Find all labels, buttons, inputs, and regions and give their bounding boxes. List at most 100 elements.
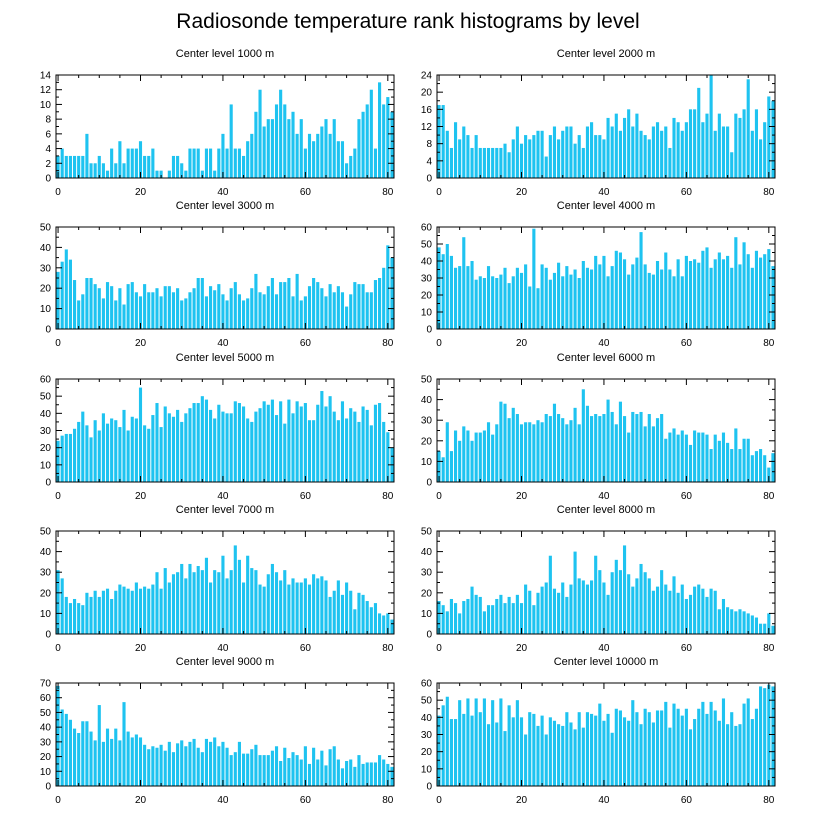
histogram-bar (491, 700, 495, 786)
histogram-bar (602, 139, 606, 179)
histogram-bar (89, 731, 93, 786)
histogram-bar (155, 572, 159, 634)
histogram-bar (651, 126, 655, 178)
histogram-bar (561, 130, 565, 178)
histogram-bar (225, 148, 229, 178)
histogram-bar (299, 119, 303, 178)
histogram-bar (64, 155, 68, 178)
histogram-bar (631, 586, 635, 634)
histogram-bar (602, 414, 606, 482)
histogram-bar (511, 276, 515, 329)
histogram-bar (361, 111, 365, 178)
histogram-bar (684, 598, 688, 634)
histogram-bar (462, 237, 466, 329)
histogram-bar (577, 278, 581, 329)
y-tick-label: 20 (40, 443, 52, 454)
histogram-bar (552, 403, 557, 482)
y-tick-label: 50 (40, 223, 52, 234)
histogram-bar (266, 286, 270, 329)
histogram-bar (64, 596, 68, 634)
x-tick-label: 40 (217, 338, 229, 349)
histogram-bar (258, 89, 262, 178)
histogram-bar (184, 746, 188, 786)
histogram-bar (101, 163, 105, 178)
histogram-bar (118, 740, 122, 786)
histogram-bar (81, 155, 85, 178)
histogram-bar (229, 288, 233, 329)
histogram-bar (105, 282, 110, 329)
histogram-bar (639, 411, 643, 482)
histogram-bar (110, 598, 114, 634)
y-tick-label: 24 (421, 71, 433, 82)
histogram-bar (445, 130, 449, 178)
histogram-bar (449, 598, 453, 634)
histogram-bar (478, 276, 482, 329)
histogram-bar (441, 457, 445, 482)
histogram-bar (340, 141, 345, 178)
y-tick-label: 0 (45, 478, 51, 489)
histogram-bar (122, 163, 126, 178)
histogram-bar (114, 728, 118, 786)
histogram-bar (345, 163, 349, 178)
histogram-bar (233, 752, 237, 786)
y-tick-label: 30 (40, 737, 52, 748)
histogram-bar (192, 288, 196, 329)
x-tick-label: 40 (217, 491, 229, 502)
histogram-bar (307, 133, 312, 178)
histogram-bar (622, 717, 627, 786)
y-tick-label: 6 (45, 129, 51, 140)
histogram-bar (369, 89, 373, 178)
histogram-bar (647, 272, 651, 329)
histogram-bar (134, 582, 138, 634)
histogram-bar (688, 594, 693, 634)
histogram-bar (361, 284, 365, 329)
histogram-bar (192, 572, 196, 634)
y-tick-label: 50 (40, 708, 52, 719)
histogram-bar (134, 734, 138, 786)
histogram-bar (552, 588, 557, 634)
histogram-bar (378, 278, 382, 329)
histogram-bar (746, 79, 750, 178)
histogram-bar (254, 570, 258, 634)
x-tick-label: 40 (217, 643, 229, 654)
histogram-bar (561, 725, 565, 786)
histogram-bar (655, 586, 660, 634)
histogram-bar (573, 269, 577, 329)
histogram-bar (746, 698, 750, 786)
histogram-bar (594, 135, 598, 178)
histogram-bar (283, 282, 287, 329)
histogram-bar (105, 170, 110, 178)
histogram-bar (697, 432, 701, 482)
histogram-bar (668, 147, 672, 178)
histogram-bar (594, 255, 598, 329)
histogram-bar (349, 408, 353, 482)
histogram-bar (254, 273, 258, 329)
histogram-bar (697, 262, 701, 329)
histogram-bar (209, 582, 213, 634)
histogram-bar (759, 139, 763, 179)
histogram-bar (105, 728, 110, 786)
histogram-bar (390, 257, 394, 329)
histogram-bar (60, 261, 64, 329)
histogram-bar (713, 590, 717, 634)
histogram-bar (557, 414, 561, 482)
histogram-bar (56, 271, 60, 329)
histogram-bar (229, 570, 233, 634)
histogram-bar (569, 722, 573, 786)
x-tick-label: 0 (55, 187, 61, 198)
histogram-bar (635, 712, 639, 786)
figure-title: Radiosonde temperature rank histograms b… (176, 10, 640, 33)
histogram-bar (262, 126, 266, 178)
histogram-bar (437, 601, 441, 634)
histogram-bar (705, 713, 709, 786)
histogram-bar (458, 613, 462, 634)
histogram-bar (110, 148, 114, 178)
histogram-bar (192, 148, 196, 178)
histogram-bar (717, 252, 721, 329)
histogram-bar (204, 148, 209, 178)
histogram-bar (229, 755, 233, 786)
histogram-bar (734, 113, 738, 179)
histogram-bar (672, 276, 676, 329)
histogram-bar (233, 401, 237, 482)
y-tick-label: 50 (421, 696, 433, 707)
